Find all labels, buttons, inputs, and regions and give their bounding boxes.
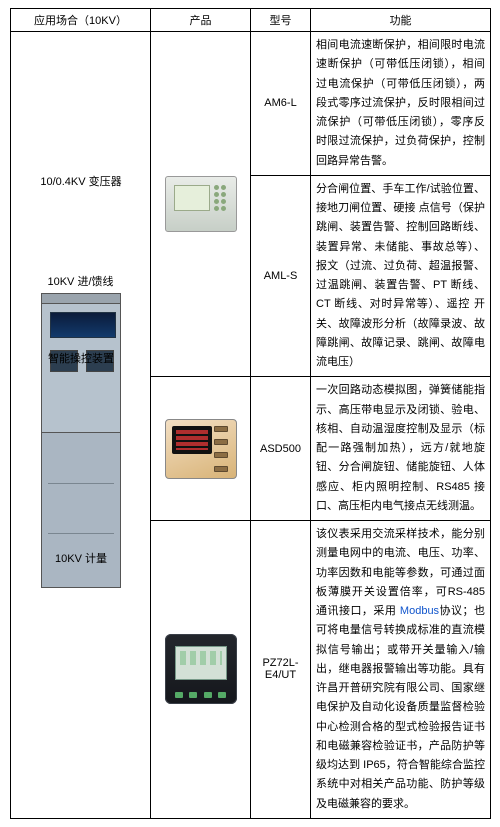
- function-cell-1: 相间电流速断保护，相间限时电流速断保护（可带低压闭锁），相间过电流保护（可带低压…: [311, 32, 491, 176]
- meter-device-image: [165, 634, 237, 704]
- product-cell-3: [151, 377, 251, 521]
- app-label-1: 10KV 进/馈线: [15, 269, 146, 293]
- model-cell-4: PZ72L-E4/UT: [251, 521, 311, 819]
- function-cell-2: 分合闸位置、手车工作/试验位置、接地刀闸位置、硬接 点信号（保护跳闸、装置告警、…: [311, 175, 491, 377]
- product-cell-1: [151, 32, 251, 377]
- function-cell-4: 该仪表采用交流采样技术，能分别测量电网中的电流、电压、功率、功率因数和电能等参数…: [311, 521, 491, 819]
- relay-device-image: [165, 176, 237, 232]
- th-function: 功能: [311, 9, 491, 32]
- model-cell-1: AM6-L: [251, 32, 311, 176]
- application-scene-cell: 10KV 进/馈线: [11, 32, 151, 819]
- model-cell-2: AML-S: [251, 175, 311, 377]
- product-cell-4: [151, 521, 251, 819]
- header-row: 应用场合（10KV） 产品 型号 功能: [11, 9, 491, 32]
- spec-table: 应用场合（10KV） 产品 型号 功能 10KV 进/馈线: [10, 8, 491, 819]
- app-label-2: 10/0.4KV 变压器: [18, 173, 144, 189]
- app-label-3: 智能操控装置: [18, 350, 144, 366]
- control-device-image: [165, 419, 237, 479]
- table-row: 10KV 进/馈线 AM6-L 相间电流速断保护，相间限: [11, 32, 491, 176]
- app-label-4: 10KV 计量: [18, 550, 144, 566]
- switchgear-cabinet-image: [41, 293, 121, 588]
- th-product: 产品: [151, 9, 251, 32]
- model-cell-3: ASD500: [251, 377, 311, 521]
- th-model: 型号: [251, 9, 311, 32]
- function-cell-3: 一次回路动态模拟图，弹簧储能指示、高压带电显示及闭锁、验电、核相、自动温湿度控制…: [311, 377, 491, 521]
- th-application: 应用场合（10KV）: [11, 9, 151, 32]
